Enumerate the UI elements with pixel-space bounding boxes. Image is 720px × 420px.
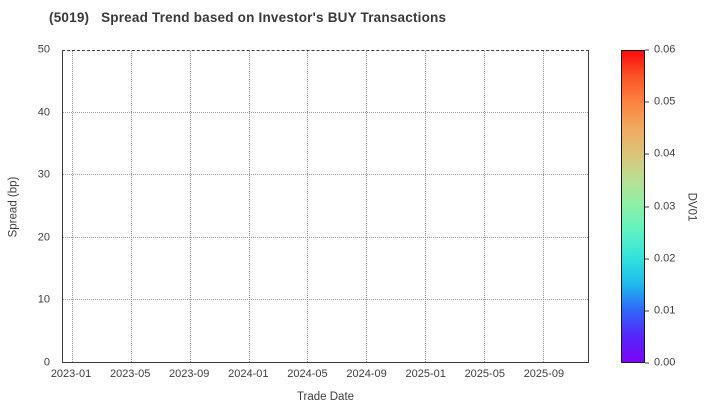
x-tick-label: 2025-05 [464, 368, 505, 380]
x-tick-label: 2023-01 [50, 368, 92, 380]
colorbar-tick-label: 0.01 [654, 304, 676, 317]
x-tick-label: 2025-01 [405, 368, 446, 380]
y-tick-label: 10 [37, 293, 50, 306]
colorbar-tickmark [645, 362, 649, 364]
x-gridline [484, 51, 486, 362]
colorbar-tick-label: 0.00 [654, 356, 676, 369]
colorbar-tickmark [645, 153, 649, 155]
x-axis-label: Trade Date [296, 391, 355, 403]
colorbar-label-wrap: DV01 [683, 50, 699, 363]
x-tick-label: 2023-09 [169, 368, 210, 380]
colorbar-tick-label: 0.02 [654, 252, 676, 265]
x-gridline [248, 51, 250, 362]
colorbar-tickmark [645, 101, 649, 103]
y-tick-label: 30 [37, 168, 50, 181]
colorbar: DV01 0.00 0.01 0.02 0.03 0.04 0.05 0.06 [621, 44, 720, 368]
plot-area [62, 50, 589, 363]
x-gridline [366, 51, 368, 362]
x-gridline [189, 51, 191, 362]
y-gridline [63, 174, 588, 176]
colorbar-tick-label: 0.03 [654, 200, 676, 212]
y-tick-label: 50 [37, 43, 50, 56]
x-gridline [543, 51, 545, 362]
x-gridline [71, 51, 73, 362]
x-tick-label: 2024-09 [346, 368, 387, 380]
colorbar-tickmark [645, 206, 649, 207]
x-tick-label: 2024-05 [287, 368, 328, 380]
colorbar-label: DV01 [685, 192, 697, 221]
y-axis-ticks: 0 10 20 30 40 50 [0, 44, 56, 368]
colorbar-gradient [621, 50, 645, 363]
colorbar-tick-label: 0.05 [654, 95, 676, 108]
x-tick-label: 2025-09 [523, 368, 565, 380]
y-tick-label: 0 [43, 356, 50, 369]
y-gridline [63, 112, 588, 114]
colorbar-tickmark [645, 310, 649, 312]
y-tick-label: 20 [37, 231, 50, 244]
colorbar-tick-label: 0.04 [654, 147, 676, 160]
x-gridline [425, 51, 427, 362]
colorbar-tick-label: 0.06 [654, 43, 676, 56]
x-tick-label: 2024-01 [228, 368, 269, 380]
colorbar-tickmark [645, 49, 649, 51]
y-tick-label: 40 [37, 106, 50, 119]
x-gridline [307, 51, 309, 362]
x-gridline [130, 51, 132, 362]
x-tick-label: 2023-05 [109, 368, 151, 380]
chart-title: (5019) Spread Trend based on Investor's … [49, 10, 447, 25]
x-axis-ticks: 2023-01 2023-05 2023-09 2024-01 2024-05 2024-… [51, 366, 589, 382]
colorbar-tickmark [645, 258, 649, 260]
y-gridline [63, 236, 588, 238]
y-gridline [63, 298, 588, 300]
